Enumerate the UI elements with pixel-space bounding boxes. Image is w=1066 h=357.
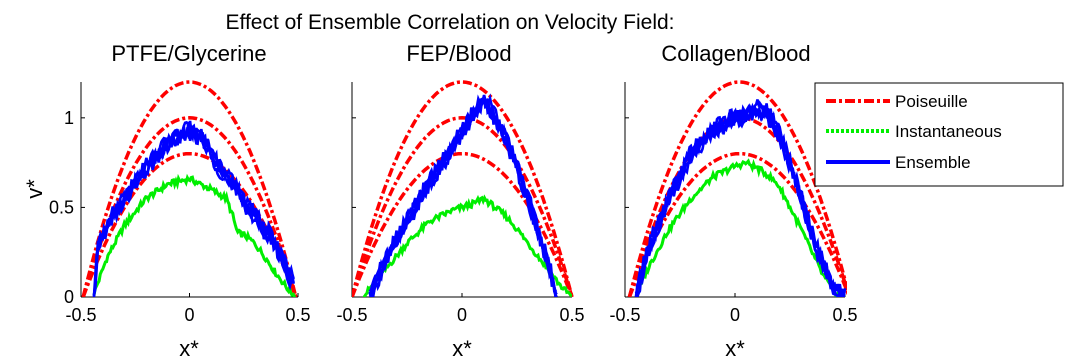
instantaneous-line: [634, 158, 846, 297]
series-group: [627, 80, 847, 297]
legend: Poiseuille Instantaneous Ensemble: [814, 82, 1064, 187]
panel-title: Collagen/Blood: [661, 41, 810, 66]
y-axis-label: v*: [22, 179, 47, 199]
poiseuille-line: [81, 151, 298, 297]
poiseuille-line: [81, 116, 298, 297]
plot-area: -0.5 0 0.5: [609, 80, 858, 325]
x-tick-label: -0.5: [65, 305, 96, 325]
poiseuille-line: [352, 151, 574, 297]
poiseuille-line: [81, 80, 298, 297]
legend-entry-instantaneous: Instantaneous: [826, 122, 1002, 141]
series-group: [81, 80, 298, 297]
ensemble-line: [368, 93, 558, 296]
plot-area: -0.5 0 0.5: [336, 80, 585, 325]
ensemble-line: [92, 120, 295, 296]
figure-title: Effect of Ensemble Correlation on Veloci…: [225, 11, 674, 34]
x-tick-label: -0.5: [336, 305, 367, 325]
y-tick-label: 0.5: [49, 197, 74, 217]
panel-title: PTFE/Glycerine: [111, 41, 266, 66]
ensemble-line: [634, 99, 847, 297]
x-tick-label: 0: [457, 305, 467, 325]
x-tick-label: 0.5: [832, 305, 857, 325]
legend-entry-ensemble: Ensemble: [826, 153, 971, 172]
ensemble-line: [92, 128, 295, 297]
series-group: [352, 80, 574, 297]
instantaneous-line: [362, 194, 573, 297]
x-axis-label: x*: [725, 336, 745, 357]
x-axis-label: x*: [452, 336, 472, 357]
y-tick-label: 1: [64, 108, 74, 128]
x-tick-label: 0.5: [559, 305, 584, 325]
plot-area: -0.5 0 0.500.51: [49, 80, 311, 325]
x-tick-label: 0: [184, 305, 194, 325]
poiseuille-line: [627, 151, 847, 297]
x-tick-label: -0.5: [609, 305, 640, 325]
panel-ptfe-glycerine: PTFE/Glycerine -0.5 0 0.500.51 x* v*: [22, 41, 311, 357]
legend-label-ensemble: Ensemble: [895, 153, 971, 172]
y-tick-label: 0: [64, 287, 74, 307]
panel-collagen-blood: Collagen/Blood -0.5 0 0.5 x*: [609, 41, 857, 357]
panel-title: FEP/Blood: [406, 41, 511, 66]
legend-label-instantaneous: Instantaneous: [895, 122, 1002, 141]
legend-label-poiseuille: Poiseuille: [895, 92, 968, 111]
instantaneous-line: [92, 173, 296, 297]
legend-entry-poiseuille: Poiseuille: [826, 92, 968, 111]
panel-fep-blood: FEP/Blood -0.5 0 0.5 x*: [336, 41, 584, 357]
poiseuille-line: [352, 116, 574, 297]
x-tick-label: 0.5: [285, 305, 310, 325]
legend-box: [814, 82, 1064, 187]
x-tick-label: 0: [730, 305, 740, 325]
x-axis-label: x*: [179, 336, 199, 357]
